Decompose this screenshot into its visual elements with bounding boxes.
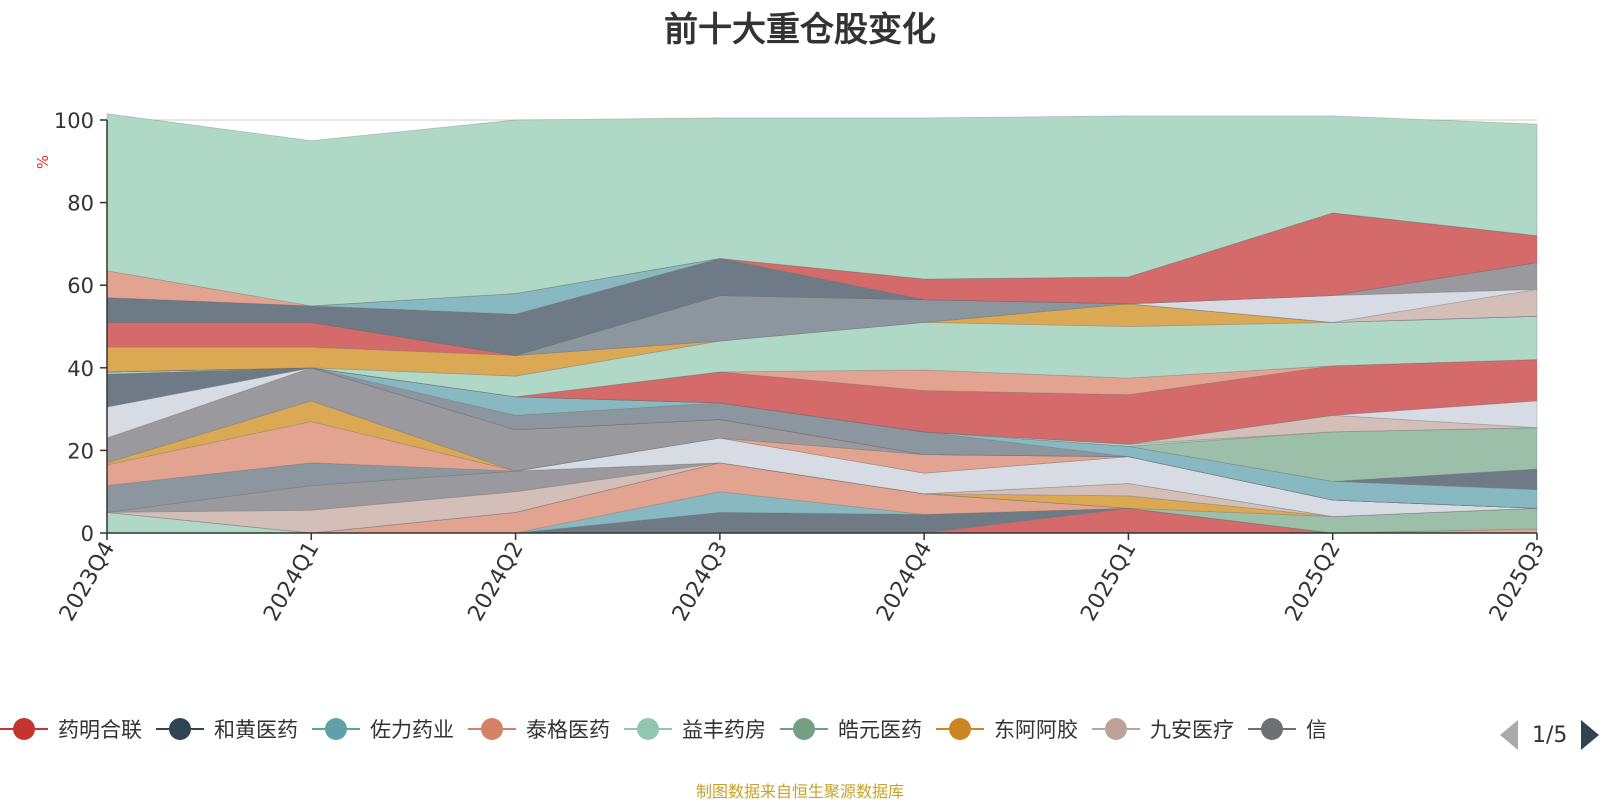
x-tick-label-3: 2024Q3 — [668, 538, 733, 626]
legend-item-6[interactable]: 东阿阿胶 — [936, 714, 1078, 744]
legend-item-1[interactable]: 和黄医药 — [156, 714, 298, 744]
area-series-18[interactable] — [106, 367, 1538, 509]
legend-marker-icon — [936, 717, 984, 741]
x-tick-label-1: 2024Q1 — [259, 538, 324, 626]
legend-label: 佐力药业 — [370, 718, 454, 742]
legend-label: 九安医疗 — [1150, 718, 1234, 742]
legend-label: 信 — [1306, 718, 1327, 742]
legend-marker-icon — [468, 717, 516, 741]
legend-item-3[interactable]: 泰格医药 — [468, 714, 610, 744]
area-series-group[interactable] — [106, 113, 1538, 534]
legend-marker-icon — [624, 717, 672, 741]
legend-label: 益丰药房 — [682, 718, 766, 742]
legend-pager: 1/5 — [1500, 718, 1600, 752]
legend-item-7[interactable]: 九安医疗 — [1092, 714, 1234, 744]
y-tick-label-1: 20 — [67, 439, 94, 463]
y-tick-label-4: 80 — [67, 192, 94, 216]
chart-title: 前十大重仓股变化 — [664, 10, 936, 50]
legend-page-indicator: 1/5 — [1532, 722, 1568, 748]
x-tick-label-6: 2025Q2 — [1281, 538, 1346, 626]
area-series-37[interactable] — [106, 113, 1538, 307]
area-series-19[interactable] — [106, 367, 1538, 491]
legend-label: 东阿阿胶 — [994, 718, 1078, 742]
legend-label: 泰格医药 — [526, 718, 610, 742]
area-series-20[interactable] — [106, 367, 1538, 482]
y-tick-label-5: 100 — [54, 109, 94, 133]
legend-label: 皓元医药 — [838, 718, 922, 742]
legend-marker-icon — [1248, 717, 1296, 741]
legend-marker-icon — [1092, 717, 1140, 741]
legend-marker-icon — [156, 717, 204, 741]
y-tick-label-2: 40 — [67, 357, 94, 381]
y-tick-label-3: 60 — [67, 274, 94, 298]
legend-marker-icon — [0, 717, 48, 741]
legend-item-4[interactable]: 益丰药房 — [624, 714, 766, 744]
x-tick-label-2: 2024Q2 — [463, 538, 528, 626]
y-axis-label: % — [34, 155, 52, 169]
legend: 药明合联 和黄医药 佐力药业 泰格医药 益丰药房 皓元医药 东阿阿胶 九安医疗 信 — [0, 714, 1480, 754]
x-tick-label-4: 2024Q4 — [872, 538, 937, 626]
stacked-area-chart: 0 20 40 60 80 100 2023Q4 2024Q1 2024Q2 2024Q3 2024… — [34, 109, 1550, 626]
legend-item-2[interactable]: 佐力药业 — [312, 714, 454, 744]
legend-item-0[interactable]: 药明合联 — [0, 714, 142, 744]
area-series-23[interactable] — [106, 367, 1538, 445]
legend-item-8[interactable]: 信 — [1248, 714, 1327, 744]
x-tick-label-0: 2023Q4 — [55, 538, 120, 626]
x-tick-label-5: 2025Q1 — [1076, 538, 1141, 626]
legend-prev-page-icon[interactable] — [1500, 720, 1518, 750]
y-tick-label-0: 0 — [81, 522, 94, 546]
legend-label: 药明合联 — [58, 718, 142, 742]
legend-marker-icon — [312, 717, 360, 741]
legend-marker-icon — [780, 717, 828, 741]
legend-next-page-icon[interactable] — [1581, 720, 1600, 750]
legend-item-5[interactable]: 皓元医药 — [780, 714, 922, 744]
x-tick-label-7: 2025Q3 — [1485, 538, 1550, 626]
legend-label: 和黄医药 — [214, 718, 298, 742]
source-note: 制图数据来自恒生聚源数据库 — [695, 782, 904, 801]
